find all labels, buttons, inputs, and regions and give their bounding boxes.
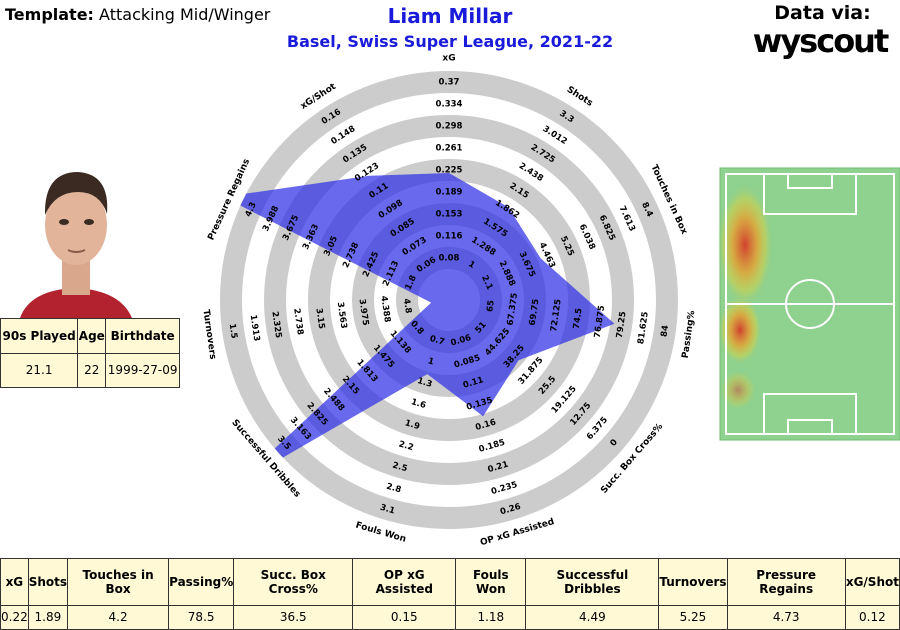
header-cell: Age: [77, 318, 107, 354]
value-cell: 0.22: [0, 604, 29, 630]
axis-tick-label: 3.975: [357, 298, 371, 326]
axis-tick-label: 2.8: [385, 482, 402, 496]
axis-tick-label: 84: [659, 324, 671, 337]
axis-tick-label: 0.37: [439, 78, 460, 88]
axis-tick-label: 0: [608, 438, 619, 449]
player-table-row: 21.1 22 1999-27-09: [0, 352, 180, 388]
template-label: Template:: [5, 5, 94, 24]
axis-tick-label: 1: [427, 356, 436, 367]
value-cell: 0.12: [844, 604, 900, 630]
header-cell: Pressure Regains: [726, 558, 846, 606]
subtitle: Basel, Swiss Super League, 2021-22: [286, 32, 614, 51]
stats-table-row: 0.22 1.89 4.2 78.5 36.5 0.15 1.18 4.49 5.25 4.73 0…: [0, 604, 900, 630]
header-cell: 90s Played: [0, 318, 79, 354]
title: Liam Millar: [387, 4, 513, 28]
axis-label: Turnovers: [200, 309, 217, 360]
value-cell: 1.18: [455, 604, 527, 630]
axis-tick-label: 69.75: [528, 298, 542, 326]
axis-tick-label: 67.375: [506, 292, 521, 326]
value-cell: 21.1: [0, 352, 79, 388]
axis-tick-label: 0.116: [436, 232, 463, 242]
axis-tick-label: 0.153: [436, 210, 463, 220]
header-cell: xG: [0, 558, 29, 606]
axis-tick-label: 1.5: [227, 323, 239, 339]
player-table: 90s Played Age Birthdate 21.1 22 1999-27-09: [0, 318, 180, 388]
axis-tick-label: 1.913: [248, 314, 262, 342]
axis-tick-label: 0.298: [436, 122, 463, 132]
header-cell: Turnovers: [658, 558, 728, 606]
radar: 0.08 0.116 0.153 0.189 0.225 0.261 0.298 0.334 0…: [200, 54, 697, 549]
axis-tick-label: 3.1: [379, 503, 396, 517]
axis-tick-label: 1.9: [404, 418, 421, 432]
header-cell: Passing%: [168, 558, 235, 606]
axis-label: Fouls Won: [354, 521, 407, 545]
value-cell: 4.2: [67, 604, 170, 630]
axis-tick-label: 0.225: [436, 166, 463, 176]
axis-tick-label: 1.3: [416, 376, 433, 390]
axis-tick-label: 76.875: [593, 305, 608, 339]
value-cell: 1.89: [27, 604, 69, 630]
axis-tick-label: 6.038: [577, 223, 597, 252]
axis-tick-label: 4.8: [401, 298, 413, 314]
source: wyscout: [752, 22, 890, 60]
axis-tick-label: 79.25: [615, 311, 629, 339]
axis-label: Passing%: [681, 310, 698, 359]
header-cell: Fouls Won: [455, 558, 527, 606]
player-photo: [20, 172, 132, 318]
value-cell: 22: [77, 352, 107, 388]
axis-tick-label: 1.6: [410, 397, 427, 411]
header-cell: Shots: [27, 558, 69, 606]
axis-tick-label: 4.388: [378, 295, 392, 323]
axis-tick-label: 0.7: [428, 334, 445, 348]
header-cell: Touches in Box: [67, 558, 170, 606]
grid-ring: [220, 71, 678, 529]
header-cell: OP xG Assisted: [352, 558, 457, 606]
value-cell: 1999-27-09: [105, 352, 180, 388]
header-cell: Succ. Box Cross%: [233, 558, 354, 606]
axis-tick-label: 2.738: [291, 308, 305, 336]
heatmap: [717, 167, 900, 441]
axis-tick-label: 0.08: [439, 254, 460, 264]
axis-tick-label: 0.185: [478, 438, 507, 455]
stats-table: xG Shots Touches in Box Passing% Succ. Box C…: [0, 558, 900, 630]
header-cell: Successful Dribbles: [525, 558, 660, 606]
axis-tick-label: 0.235: [490, 480, 519, 497]
value-cell: 78.5: [168, 604, 235, 630]
axis-tick-label: 3.15: [313, 307, 326, 329]
axis-tick-label: 0.334: [436, 100, 463, 110]
axis-tick-label: 0.189: [436, 188, 463, 198]
axis-tick-label: 81.625: [636, 311, 651, 345]
source-label: Data via:: [774, 2, 871, 24]
value-cell: 5.25: [658, 604, 728, 630]
axis-tick-label: 0.261: [436, 144, 463, 154]
value-cell: 4.49: [525, 604, 660, 630]
player-table-header: 90s Played Age Birthdate: [0, 318, 180, 354]
axis-tick-label: 2.5: [391, 461, 408, 475]
radar-area: [223, 173, 615, 485]
axis-tick-label: 2.325: [269, 311, 283, 339]
value-cell: 4.73: [726, 604, 846, 630]
value-cell: 36.5: [233, 604, 354, 630]
grid-ring: [264, 115, 634, 485]
axis-tick-label: 3.563: [335, 301, 349, 329]
stats-table-header: xG Shots Touches in Box Passing% Succ. Box C…: [0, 558, 900, 606]
axis-tick-label: 1: [466, 259, 476, 271]
axis-tick-label: 74.5: [572, 307, 585, 329]
axis-tick-label: 2.2: [397, 439, 414, 453]
header-cell: Birthdate: [105, 318, 180, 354]
header-cell: xG/Shot: [844, 558, 900, 606]
axis-label: xG: [442, 54, 455, 64]
axis-tick-label: 72.125: [549, 298, 564, 332]
value-cell: 0.15: [352, 604, 457, 630]
axis-tick-label: 65: [485, 299, 497, 312]
template: Template: Attacking Mid/Winger: [5, 5, 270, 24]
template-value: Attacking Mid/Winger: [99, 5, 271, 24]
